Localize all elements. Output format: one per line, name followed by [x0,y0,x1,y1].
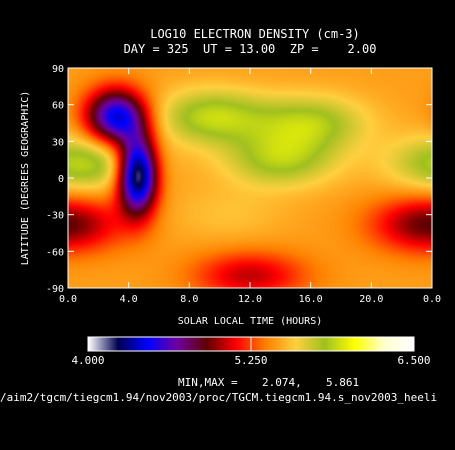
x-axis-label: SOLAR LOCAL TIME (HOURS) [178,316,323,327]
footer-path: /aim2/tgcm/tiegcm1.94/nov2003/proc/TGCM.… [0,391,437,404]
y-tick-label: 90 [52,64,64,75]
y-axis-label: LATITUDE (DEGREES GEOGRAPHIC) [20,91,31,266]
x-tick-label: 16.0 [299,294,323,305]
x-tick-label: 12.0 [238,294,262,305]
y-tick-label: 30 [52,137,64,148]
colorbar-min-label: 4.000 [71,354,104,367]
colorbar: 4.000 5.250 6.500 [71,336,431,367]
y-axis: 90 60 30 0 -30 -60 -90 [46,64,432,295]
chart-subtitle: DAY = 325 UT = 13.00 ZP = 2.00 [124,42,377,56]
minmax-label: MIN,MAX = [178,376,238,389]
colorbar-max-label: 6.500 [397,354,430,367]
y-tick-label: -30 [46,211,64,222]
y-tick-label: -60 [46,247,64,258]
colorbar-mid-label: 5.250 [234,354,267,367]
x-tick-label: 4.0 [120,294,138,305]
heatmap-area [67,67,433,289]
min-value: 2.074, [262,376,302,389]
heatmap-image [68,68,432,288]
chart-title: LOG10 ELECTRON DENSITY (cm-3) [150,27,360,41]
y-tick-label: 0 [58,174,64,185]
x-axis: 0.0 4.0 8.0 12.0 16.0 20.0 0.0 [59,68,441,305]
x-tick-label: 0.0 [423,294,441,305]
x-tick-label: 8.0 [180,294,198,305]
max-value: 5.861 [326,376,359,389]
y-tick-label: -90 [46,284,64,295]
x-tick-label: 0.0 [59,294,77,305]
x-tick-label: 20.0 [359,294,383,305]
y-tick-label: 60 [52,101,64,112]
